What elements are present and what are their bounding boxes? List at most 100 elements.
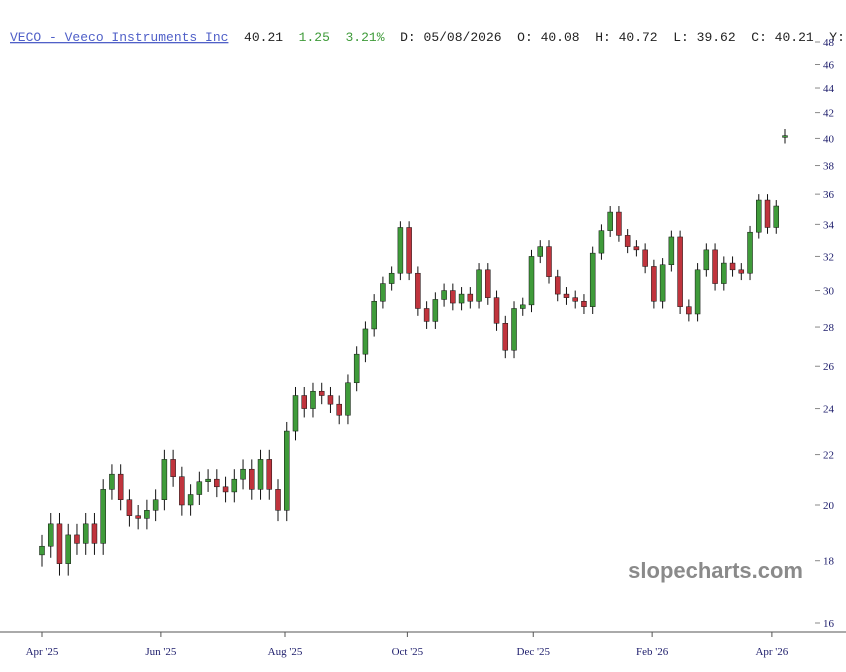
candle-body bbox=[686, 306, 692, 315]
candle-body bbox=[458, 293, 465, 304]
candle-body bbox=[659, 264, 666, 302]
candle-body bbox=[39, 545, 45, 556]
candle-body bbox=[721, 262, 727, 284]
candle-body bbox=[773, 205, 780, 228]
date: D: 05/08/2026 bbox=[400, 30, 501, 45]
candle-body bbox=[161, 459, 168, 500]
candle-body bbox=[616, 211, 622, 236]
candle-body bbox=[598, 230, 605, 254]
candle-body bbox=[406, 227, 412, 274]
y-tick-label: 42 bbox=[823, 108, 834, 120]
candle-body bbox=[642, 249, 648, 267]
candle-body bbox=[651, 266, 657, 302]
candle-body bbox=[362, 328, 369, 355]
candle-body bbox=[336, 403, 342, 416]
candle-body bbox=[257, 459, 264, 490]
y-tick-label: 26 bbox=[823, 361, 835, 373]
watermark: slopecharts.com bbox=[628, 558, 803, 583]
candle-body bbox=[187, 494, 194, 506]
candle-body bbox=[554, 276, 561, 295]
candle-body bbox=[249, 468, 255, 490]
candle-body bbox=[345, 382, 351, 416]
candle-body bbox=[476, 269, 482, 302]
candle-body bbox=[423, 308, 430, 322]
y-tick-label: 22 bbox=[823, 450, 834, 462]
candle-body bbox=[318, 390, 325, 396]
candle-body bbox=[450, 290, 456, 304]
candle-body bbox=[266, 459, 273, 490]
x-tick-label: Feb '26 bbox=[636, 646, 669, 658]
open: O: 40.08 bbox=[517, 30, 579, 45]
candle-body bbox=[415, 272, 421, 309]
candle-body bbox=[502, 323, 509, 351]
quote-header: VECO - Veeco Instruments Inc 40.21 1.25 … bbox=[10, 30, 846, 45]
candle-body bbox=[327, 395, 334, 405]
candle-body bbox=[380, 283, 386, 302]
x-tick-label: Oct '25 bbox=[392, 646, 424, 658]
candle-body bbox=[694, 269, 701, 315]
candle-body bbox=[493, 297, 500, 324]
candle-body bbox=[511, 308, 517, 351]
candle-body bbox=[581, 300, 587, 307]
candle-body bbox=[179, 476, 185, 506]
x-tick-label: Jun '25 bbox=[145, 646, 177, 658]
candle-body bbox=[47, 523, 54, 547]
candle-body bbox=[65, 534, 71, 564]
candle-body bbox=[196, 481, 203, 495]
candle-body bbox=[240, 468, 246, 480]
y-tick-label: 30 bbox=[823, 286, 835, 298]
candle-body bbox=[782, 135, 788, 138]
candle-body bbox=[441, 290, 447, 300]
candle-body bbox=[756, 199, 762, 233]
y-tick-label: 46 bbox=[823, 60, 835, 72]
year: Y: 24.36 bbox=[829, 30, 846, 45]
candle-body bbox=[170, 459, 176, 477]
y-tick-label: 16 bbox=[823, 618, 835, 630]
candle-body bbox=[607, 211, 613, 231]
candle-body bbox=[563, 293, 570, 298]
candle-body bbox=[624, 235, 631, 247]
x-tick-label: Dec '25 bbox=[517, 646, 551, 658]
candle-body bbox=[738, 269, 745, 274]
candle-body bbox=[371, 300, 377, 330]
candle-body bbox=[528, 256, 535, 306]
candle-body bbox=[126, 499, 133, 516]
candle-body bbox=[82, 523, 89, 544]
candle-body bbox=[537, 246, 543, 257]
change-pct: 3.21% bbox=[346, 30, 385, 45]
last-price: 40.21 bbox=[244, 30, 283, 45]
close: C: 40.21 bbox=[751, 30, 814, 45]
candle-body bbox=[74, 534, 80, 544]
candle-body bbox=[284, 430, 290, 511]
candle-body bbox=[747, 231, 753, 274]
candle-body bbox=[668, 236, 675, 266]
y-tick-label: 38 bbox=[823, 161, 835, 173]
y-tick-label: 28 bbox=[823, 322, 835, 334]
symbol-link[interactable]: VECO - Veeco Instruments Inc bbox=[10, 30, 228, 45]
candle-body bbox=[572, 297, 578, 302]
candle-body bbox=[214, 478, 220, 488]
candle-body bbox=[729, 262, 736, 271]
candle-body bbox=[301, 395, 307, 409]
candle-body bbox=[485, 269, 491, 298]
candle-body bbox=[633, 246, 640, 251]
change: 1.25 bbox=[299, 30, 330, 45]
y-tick-label: 44 bbox=[823, 83, 835, 95]
candle-body bbox=[520, 304, 526, 309]
candle-body bbox=[275, 489, 281, 511]
candle-body bbox=[764, 199, 771, 228]
candle-body bbox=[100, 489, 106, 544]
y-tick-label: 20 bbox=[823, 500, 835, 512]
x-tick-label: Apr '26 bbox=[755, 646, 788, 658]
candle-body bbox=[353, 353, 360, 384]
candle-body bbox=[205, 478, 211, 482]
candle-body bbox=[310, 390, 316, 409]
y-tick-label: 32 bbox=[823, 251, 834, 263]
y-tick-label: 24 bbox=[823, 404, 835, 416]
candle-body bbox=[703, 249, 710, 271]
candle-body bbox=[388, 272, 395, 284]
candle-body bbox=[677, 236, 683, 307]
candle-body bbox=[589, 252, 596, 307]
candle-body bbox=[712, 249, 718, 284]
